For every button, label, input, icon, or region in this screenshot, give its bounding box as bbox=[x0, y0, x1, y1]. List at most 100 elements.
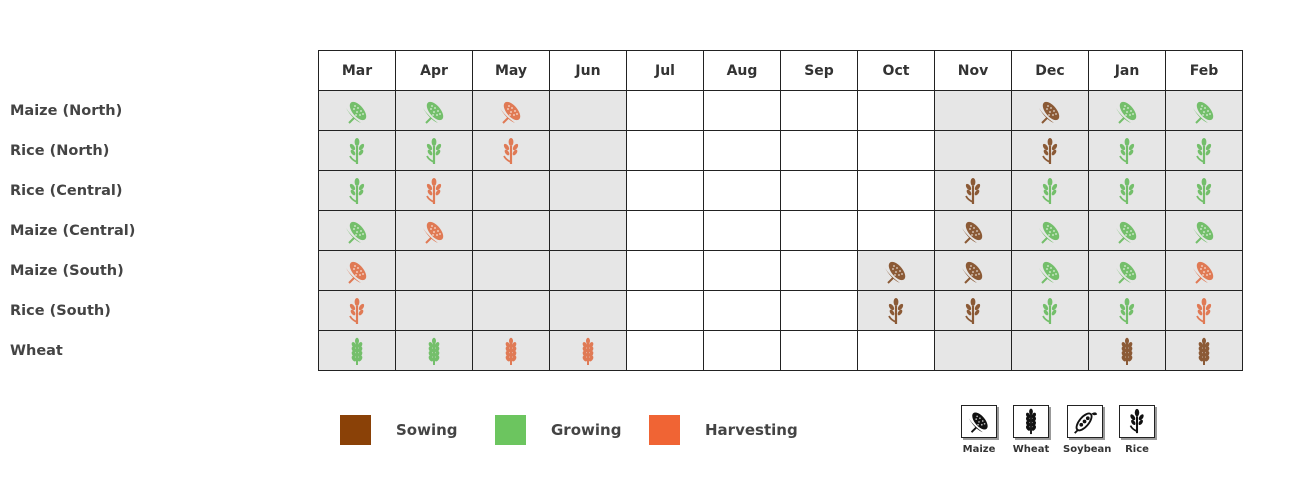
calendar-cell bbox=[395, 210, 473, 251]
maize-icon bbox=[419, 96, 449, 126]
calendar-cell bbox=[1011, 90, 1089, 131]
calendar-cell bbox=[780, 210, 858, 251]
calendar-cell bbox=[549, 290, 627, 331]
calendar-row bbox=[318, 90, 1243, 131]
month-header: Jul bbox=[626, 50, 704, 91]
month-header: Feb bbox=[1165, 50, 1243, 91]
calendar-cell bbox=[857, 130, 935, 171]
calendar-cell bbox=[1088, 130, 1166, 171]
calendar-cell bbox=[1088, 290, 1166, 331]
row-label-maize-north: Maize (North) bbox=[10, 103, 123, 119]
maize-icon bbox=[1112, 216, 1142, 246]
calendar-cell bbox=[703, 170, 781, 211]
month-header: Mar bbox=[318, 50, 396, 91]
wheat-icon bbox=[419, 336, 449, 366]
calendar-cell bbox=[934, 330, 1012, 371]
calendar-cell bbox=[703, 250, 781, 291]
calendar-row bbox=[318, 330, 1243, 371]
calendar-cell bbox=[857, 330, 935, 371]
calendar-cell bbox=[703, 290, 781, 331]
rice-icon bbox=[496, 136, 526, 166]
wheat-icon bbox=[1112, 336, 1142, 366]
maize-icon bbox=[1112, 96, 1142, 126]
calendar-row bbox=[318, 170, 1243, 211]
calendar-cell bbox=[934, 170, 1012, 211]
row-label-rice-central: Rice (Central) bbox=[10, 183, 123, 199]
rice-icon bbox=[1189, 296, 1219, 326]
maize-icon bbox=[342, 96, 372, 126]
wheat-icon bbox=[496, 336, 526, 366]
month-header: Sep bbox=[780, 50, 858, 91]
maize-icon bbox=[1035, 96, 1065, 126]
calendar-cell bbox=[472, 290, 550, 331]
calendar-cell bbox=[1011, 250, 1089, 291]
legend-label: Growing bbox=[551, 421, 622, 439]
maize-icon bbox=[342, 216, 372, 246]
key-item-soybean: Soybean bbox=[1063, 405, 1112, 455]
rice-icon bbox=[1035, 296, 1065, 326]
calendar-cell bbox=[1088, 250, 1166, 291]
rice-icon bbox=[419, 176, 449, 206]
calendar-cell bbox=[472, 250, 550, 291]
month-header-row: Mar Apr May Jun Jul Aug Sep Oct Nov Dec … bbox=[318, 50, 1243, 91]
calendar-cell bbox=[318, 130, 396, 171]
calendar-cell bbox=[318, 210, 396, 251]
key-label: Soybean bbox=[1063, 444, 1112, 455]
row-label-maize-south: Maize (South) bbox=[10, 263, 124, 279]
wheat-icon bbox=[1189, 336, 1219, 366]
calendar-cell bbox=[472, 170, 550, 211]
key-item-wheat: Wheat bbox=[1009, 405, 1053, 455]
rice-icon bbox=[1119, 405, 1155, 438]
maize-icon bbox=[496, 96, 526, 126]
calendar-cell bbox=[857, 210, 935, 251]
calendar-cell bbox=[1165, 170, 1243, 211]
calendar-cell bbox=[318, 90, 396, 131]
rice-icon bbox=[342, 136, 372, 166]
row-label-rice-south: Rice (South) bbox=[10, 303, 111, 319]
month-header: Aug bbox=[703, 50, 781, 91]
calendar-body bbox=[318, 90, 1243, 371]
calendar-cell bbox=[549, 90, 627, 131]
legend-swatch-harvesting bbox=[649, 415, 680, 445]
calendar-cell bbox=[318, 170, 396, 211]
calendar-cell bbox=[549, 130, 627, 171]
maize-icon bbox=[342, 256, 372, 286]
row-label-wheat: Wheat bbox=[10, 343, 63, 359]
calendar-cell bbox=[934, 130, 1012, 171]
calendar-cell bbox=[703, 210, 781, 251]
calendar-cell bbox=[1165, 130, 1243, 171]
calendar-cell bbox=[1011, 170, 1089, 211]
maize-icon bbox=[1189, 256, 1219, 286]
maize-icon bbox=[1035, 256, 1065, 286]
month-header: Apr bbox=[395, 50, 473, 91]
calendar-cell bbox=[626, 170, 704, 211]
calendar-cell bbox=[1088, 210, 1166, 251]
calendar-row bbox=[318, 250, 1243, 291]
calendar-cell bbox=[626, 210, 704, 251]
calendar-cell bbox=[703, 90, 781, 131]
calendar-row bbox=[318, 130, 1243, 171]
calendar-cell bbox=[395, 90, 473, 131]
rice-icon bbox=[1112, 296, 1142, 326]
calendar-cell bbox=[395, 330, 473, 371]
calendar-cell bbox=[626, 90, 704, 131]
month-header: Dec bbox=[1011, 50, 1089, 91]
rice-icon bbox=[1112, 176, 1142, 206]
maize-icon bbox=[1112, 256, 1142, 286]
month-header: Nov bbox=[934, 50, 1012, 91]
calendar-cell bbox=[626, 290, 704, 331]
calendar-cell bbox=[1165, 290, 1243, 331]
calendar-cell bbox=[1165, 250, 1243, 291]
month-header: Oct bbox=[857, 50, 935, 91]
calendar-cell bbox=[318, 290, 396, 331]
calendar-cell bbox=[703, 330, 781, 371]
maize-icon bbox=[958, 216, 988, 246]
calendar-cell bbox=[780, 250, 858, 291]
key-item-rice: Rice bbox=[1115, 405, 1159, 455]
calendar-cell bbox=[549, 250, 627, 291]
rice-icon bbox=[1035, 136, 1065, 166]
legend-swatch-growing bbox=[495, 415, 526, 445]
maize-icon bbox=[1189, 216, 1219, 246]
maize-icon bbox=[1035, 216, 1065, 246]
calendar-cell bbox=[1165, 90, 1243, 131]
